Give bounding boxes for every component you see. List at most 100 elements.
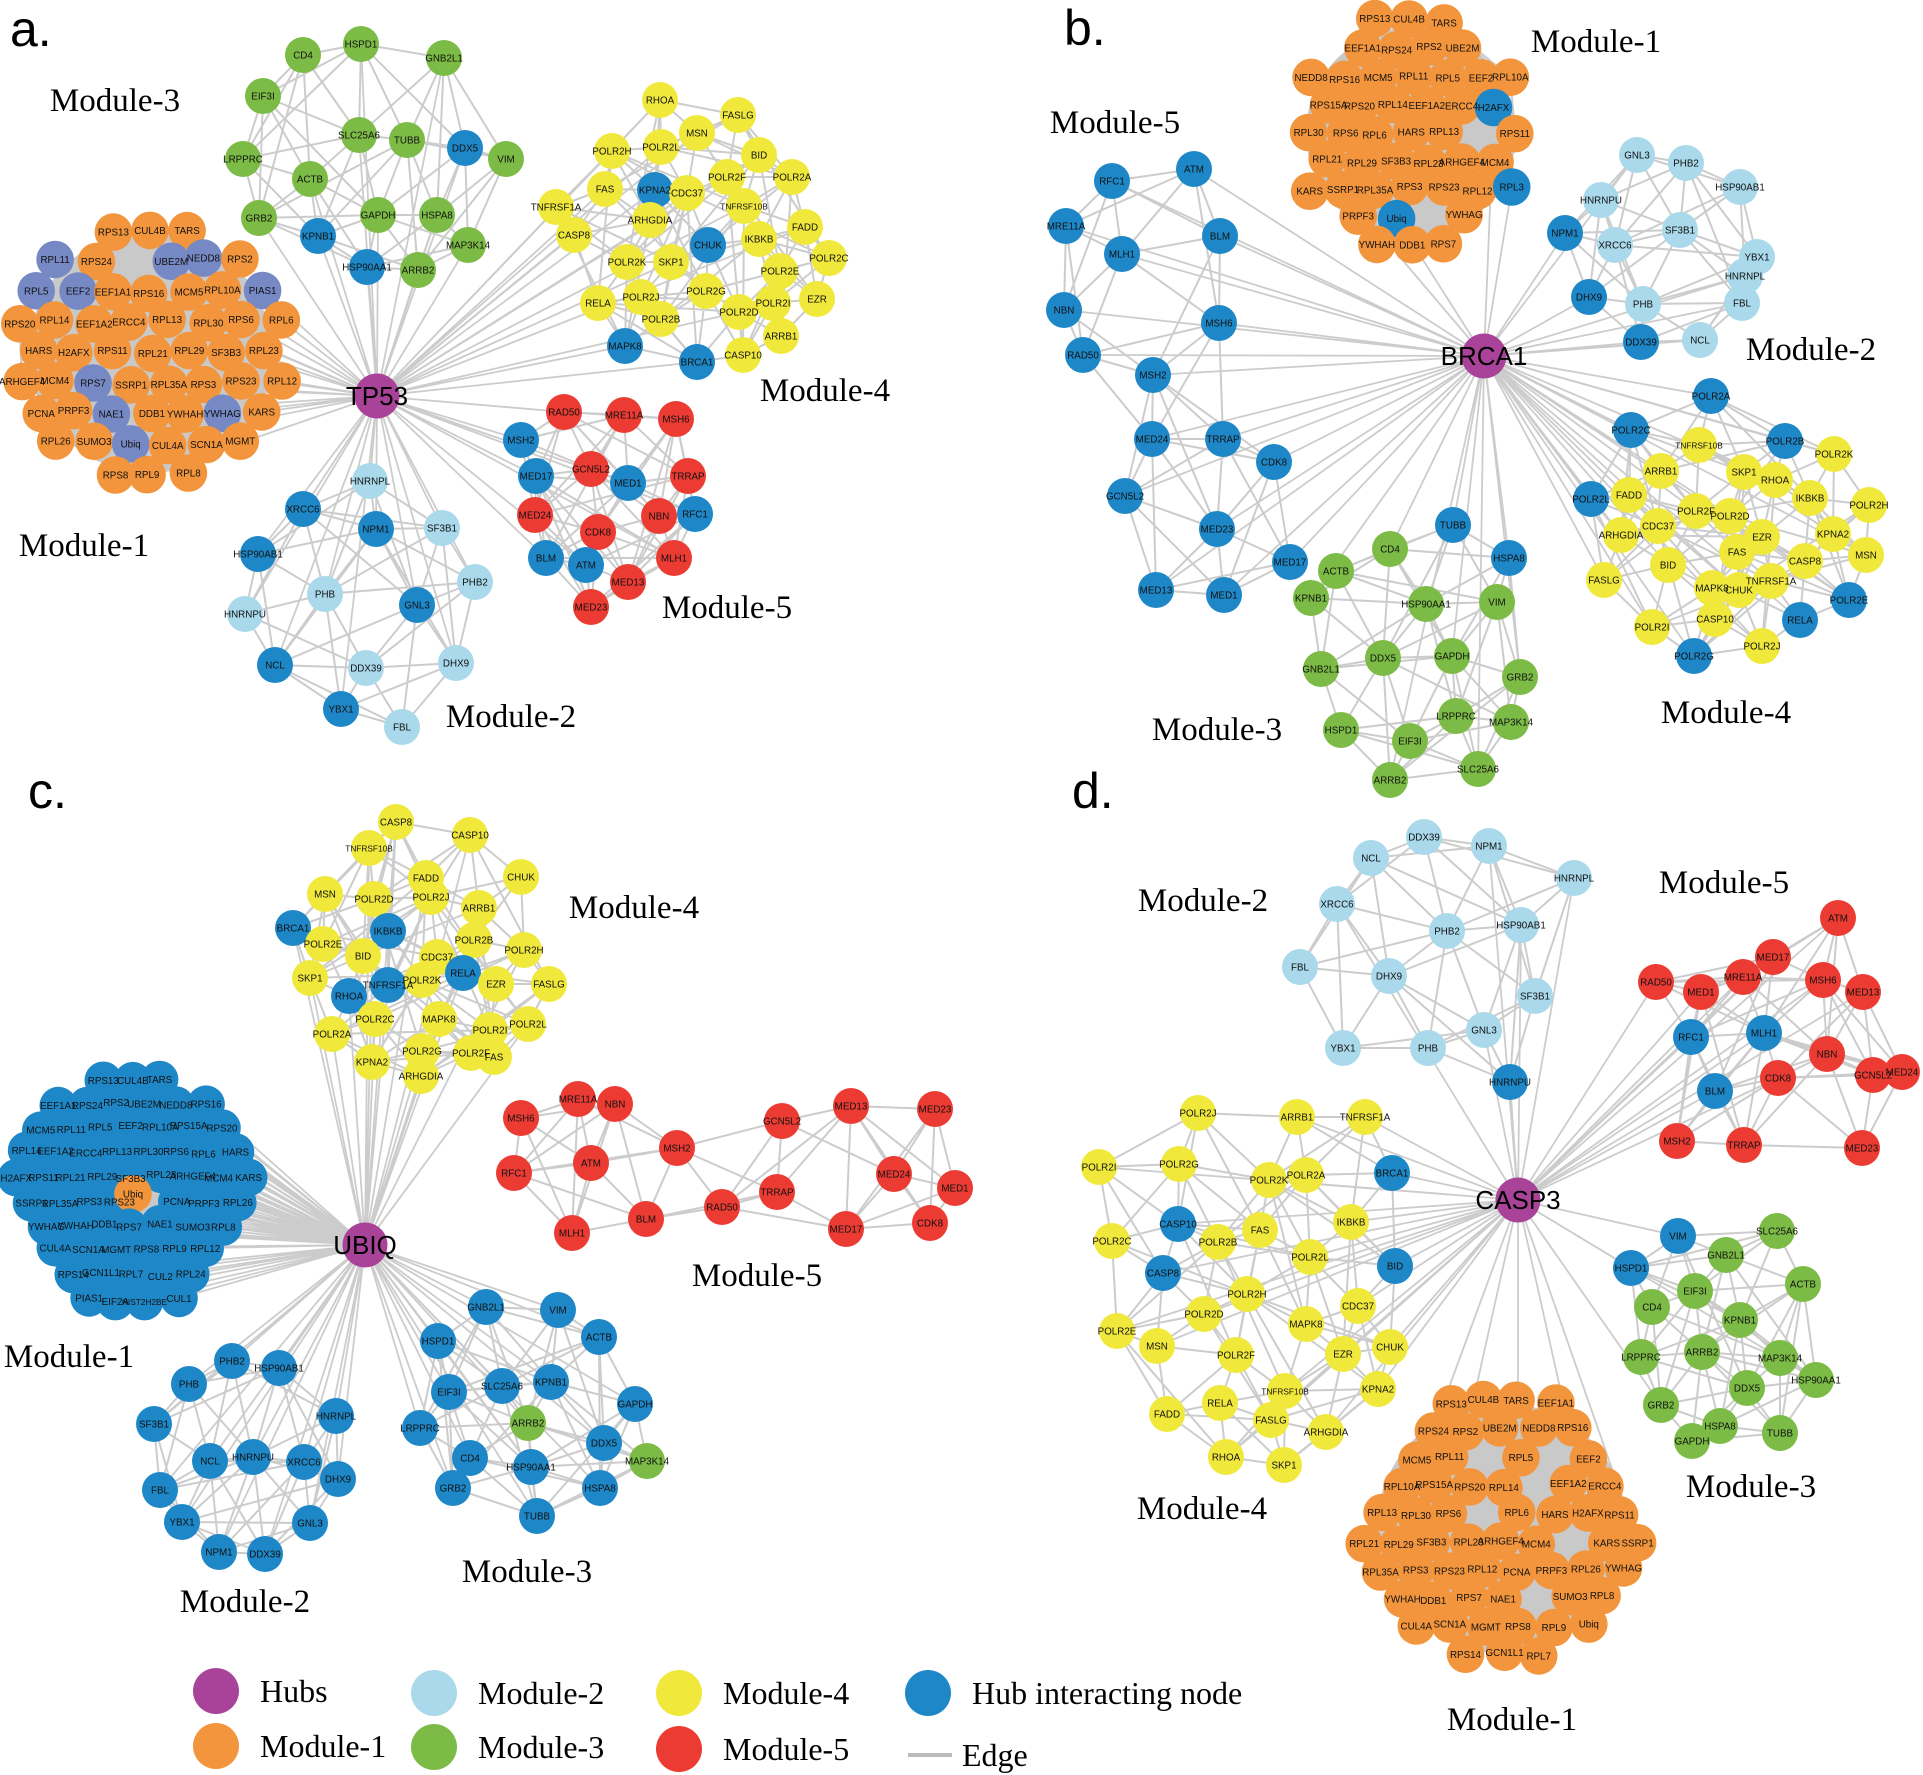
svg-text:MSH2: MSH2 <box>663 1144 690 1155</box>
svg-text:RPL30: RPL30 <box>193 318 224 329</box>
svg-text:MED13: MED13 <box>835 1102 868 1113</box>
svg-text:RELA: RELA <box>450 969 476 980</box>
svg-text:TNFRSF1A: TNFRSF1A <box>531 203 582 214</box>
svg-text:SLC25A6: SLC25A6 <box>1756 1227 1798 1238</box>
svg-text:Module-1: Module-1 <box>19 528 149 564</box>
svg-text:MAPK8: MAPK8 <box>1289 1320 1323 1331</box>
svg-text:MCM4: MCM4 <box>1481 158 1510 169</box>
svg-text:CASP10: CASP10 <box>1159 1220 1197 1231</box>
svg-text:RPS2: RPS2 <box>1416 42 1442 53</box>
svg-text:POLR2K: POLR2K <box>403 976 442 987</box>
svg-text:HSP90AA1: HSP90AA1 <box>1791 1376 1841 1387</box>
svg-text:RPL9: RPL9 <box>1542 1623 1567 1634</box>
svg-text:DDB1: DDB1 <box>139 409 165 420</box>
svg-text:RPS11: RPS11 <box>1500 129 1530 140</box>
svg-text:IKBKB: IKBKB <box>1337 1218 1366 1229</box>
svg-text:SF3B1: SF3B1 <box>427 524 457 535</box>
svg-text:MSH6: MSH6 <box>1205 319 1233 330</box>
svg-text:NCL: NCL <box>200 1457 220 1468</box>
svg-text:HARS: HARS <box>222 1148 250 1159</box>
svg-text:RPL24: RPL24 <box>176 1270 207 1281</box>
svg-text:YBX1: YBX1 <box>169 1518 194 1529</box>
svg-text:POLR2A: POLR2A <box>1692 392 1731 403</box>
svg-text:Hubs: Hubs <box>260 1673 328 1709</box>
svg-text:RPS23: RPS23 <box>225 376 257 387</box>
svg-text:LRPPRC: LRPPRC <box>223 155 263 166</box>
svg-text:RPS6: RPS6 <box>1436 1509 1462 1520</box>
svg-text:ERCC4: ERCC4 <box>112 318 146 329</box>
svg-text:KARS: KARS <box>248 407 275 418</box>
svg-text:RPL11: RPL11 <box>57 1125 86 1136</box>
svg-text:Hub interacting node: Hub interacting node <box>972 1675 1242 1711</box>
svg-text:PHB: PHB <box>315 590 336 601</box>
svg-text:CUL4B: CUL4B <box>117 1076 149 1087</box>
svg-text:POLR2A: POLR2A <box>1287 1171 1326 1182</box>
svg-text:RPL11: RPL11 <box>1399 72 1428 83</box>
svg-text:MED1: MED1 <box>1687 988 1714 999</box>
svg-text:RELA: RELA <box>1207 1399 1233 1410</box>
svg-text:RPS16: RPS16 <box>133 289 165 300</box>
svg-text:POLR2J: POLR2J <box>1743 642 1780 653</box>
svg-text:RPL29: RPL29 <box>87 1172 117 1183</box>
svg-text:PHB: PHB <box>1633 300 1654 311</box>
svg-text:PHB2: PHB2 <box>1673 159 1699 170</box>
svg-text:MLH1: MLH1 <box>1109 250 1135 261</box>
svg-text:DDX5: DDX5 <box>452 144 479 155</box>
svg-text:RPL14: RPL14 <box>40 316 71 327</box>
svg-text:GAPDH: GAPDH <box>361 211 396 222</box>
svg-text:MED1: MED1 <box>941 1184 968 1195</box>
svg-text:RPL13: RPL13 <box>102 1147 133 1158</box>
svg-text:RPS8: RPS8 <box>134 1244 160 1255</box>
svg-text:CD4: CD4 <box>460 1454 480 1465</box>
svg-text:ARHGEF4: ARHGEF4 <box>0 377 46 388</box>
svg-text:RPS23: RPS23 <box>1434 1567 1466 1578</box>
svg-text:YWHAG: YWHAG <box>1605 1563 1642 1574</box>
svg-text:RPS3: RPS3 <box>77 1197 103 1208</box>
svg-text:RPL9: RPL9 <box>162 1244 187 1255</box>
svg-text:TUBB: TUBB <box>394 136 421 147</box>
svg-text:RPS3: RPS3 <box>1403 1566 1429 1577</box>
svg-text:POLR2K: POLR2K <box>608 258 647 269</box>
svg-text:RPS24: RPS24 <box>72 1101 104 1112</box>
svg-text:PRPF3: PRPF3 <box>58 406 90 417</box>
svg-text:Module-4: Module-4 <box>723 1675 849 1711</box>
svg-text:BRCA1: BRCA1 <box>277 924 310 935</box>
svg-text:SLC25A6: SLC25A6 <box>481 1382 523 1393</box>
svg-text:ERCC4: ERCC4 <box>1445 101 1479 112</box>
svg-text:MED23: MED23 <box>1201 525 1234 536</box>
svg-text:CDC37: CDC37 <box>1642 522 1674 533</box>
svg-text:FADD: FADD <box>1154 1410 1180 1421</box>
svg-text:SF3B3: SF3B3 <box>1381 157 1412 168</box>
svg-text:RPL10A: RPL10A <box>1384 1482 1421 1493</box>
svg-text:RPL8: RPL8 <box>211 1223 236 1234</box>
svg-text:EEF2: EEF2 <box>1469 73 1494 84</box>
svg-text:NPM1: NPM1 <box>1551 229 1578 240</box>
svg-text:RPL11: RPL11 <box>1435 1452 1464 1463</box>
svg-text:RPS20: RPS20 <box>206 1124 238 1135</box>
svg-text:IKBKB: IKBKB <box>374 927 403 938</box>
svg-text:d.: d. <box>1072 763 1114 819</box>
svg-text:HSP90AA1: HSP90AA1 <box>506 1463 556 1474</box>
svg-text:MGMT: MGMT <box>225 437 255 448</box>
svg-text:DDB1: DDB1 <box>1399 240 1425 251</box>
svg-text:GNL3: GNL3 <box>297 1519 323 1530</box>
svg-text:CUL4A: CUL4A <box>1401 1622 1433 1633</box>
svg-text:ARHGDIA: ARHGDIA <box>628 216 673 227</box>
svg-text:POLR2D: POLR2D <box>354 895 393 906</box>
svg-text:SF3B3: SF3B3 <box>1416 1538 1447 1549</box>
svg-text:RPL23: RPL23 <box>1414 159 1445 170</box>
svg-text:RPL5: RPL5 <box>88 1122 113 1133</box>
svg-text:POLR2G: POLR2G <box>1159 1160 1199 1171</box>
svg-text:RPL7: RPL7 <box>119 1270 144 1281</box>
svg-text:RPS8: RPS8 <box>1505 1622 1531 1633</box>
svg-text:Module-1: Module-1 <box>4 1339 134 1375</box>
svg-text:MAPK8: MAPK8 <box>1695 584 1729 595</box>
svg-text:MAP3K14: MAP3K14 <box>446 241 491 252</box>
svg-text:MCM4: MCM4 <box>204 1173 233 1184</box>
svg-text:RFC1: RFC1 <box>501 1169 527 1180</box>
svg-text:HNRNPL: HNRNPL <box>1554 874 1595 885</box>
svg-text:Module-4: Module-4 <box>569 890 699 926</box>
svg-text:CASP8: CASP8 <box>380 818 413 829</box>
svg-text:DHX9: DHX9 <box>1576 293 1602 304</box>
svg-text:ARRB1: ARRB1 <box>765 332 798 343</box>
